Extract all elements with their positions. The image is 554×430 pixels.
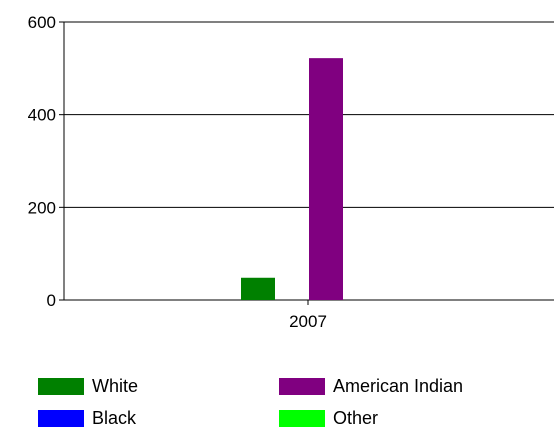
bar-american-indian-2007 — [309, 58, 343, 300]
bars — [241, 58, 343, 300]
axes — [59, 21, 554, 305]
tick-labels: 0 200 400 600 2007 — [28, 13, 327, 331]
y-tick-label-400: 400 — [28, 106, 56, 125]
y-tick-label-600: 600 — [28, 13, 56, 32]
bar-white-2007 — [241, 277, 275, 300]
y-tick-label-200: 200 — [28, 198, 56, 217]
x-tick-label-2007: 2007 — [289, 312, 327, 331]
y-tick-label-0: 0 — [47, 291, 56, 310]
